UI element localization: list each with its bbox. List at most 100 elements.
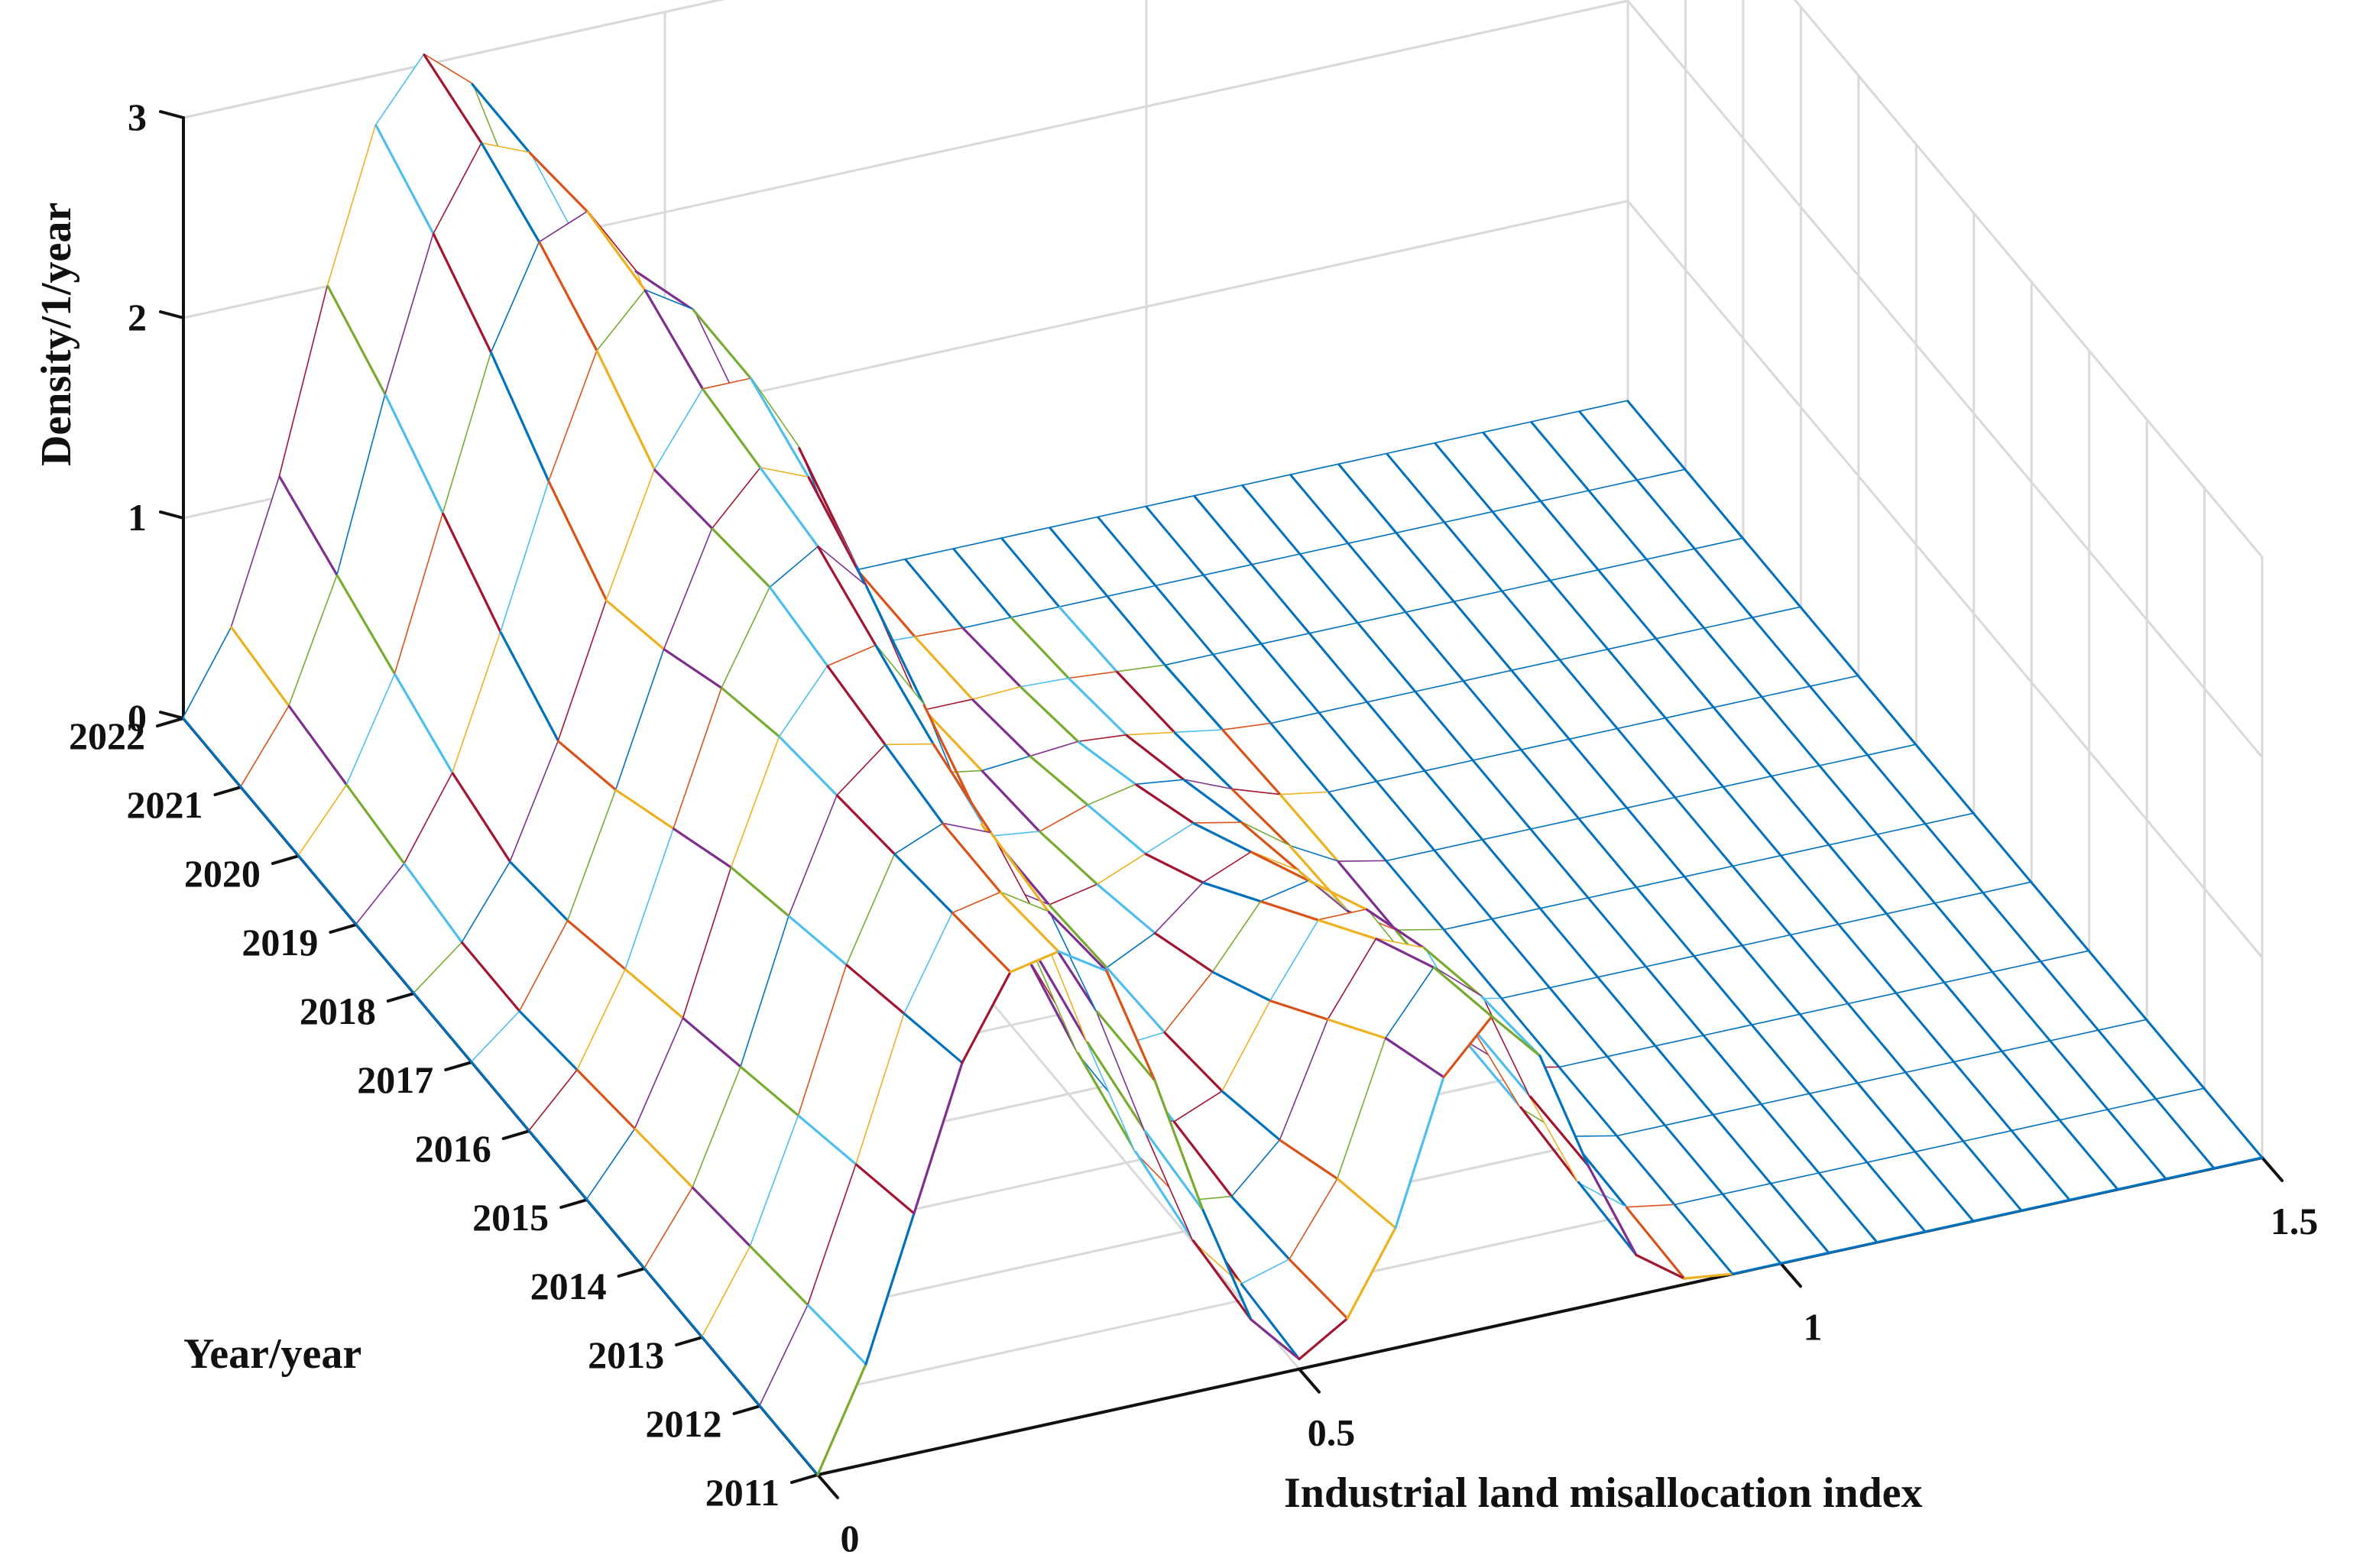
surface-row-line [1201, 1208, 1253, 1321]
surface-mesh-line [1279, 793, 1340, 863]
surface-mesh-line [1414, 691, 1475, 763]
surface-mesh-line [643, 1267, 704, 1339]
surface-mesh-line [278, 475, 339, 578]
surface-row-line [961, 970, 1012, 1064]
surface-row-line [2068, 1187, 2119, 1201]
x-tick-label: 0.5 [1308, 1411, 1356, 1454]
surface-mesh-line [750, 377, 810, 479]
y-tick [732, 1404, 762, 1415]
surface-mesh-line [634, 270, 695, 312]
surface-mesh-line [1135, 783, 1195, 825]
surface-mesh-line [1973, 812, 2033, 884]
surface-mesh-line [1809, 685, 1869, 757]
surface-mesh-line [2049, 1040, 2110, 1112]
surface-mesh-line [981, 769, 1042, 834]
surface-mesh-line [1077, 740, 1138, 786]
surface-mesh-line [585, 1198, 647, 1270]
surface-mesh-line [2155, 1098, 2216, 1170]
surface-mesh-line [1240, 1283, 1301, 1361]
surface-mesh-line [1154, 585, 1215, 656]
surface-row-line [2164, 1167, 2216, 1181]
surface-mesh-line [1914, 1151, 1975, 1223]
surface-mesh-line [1953, 1061, 2014, 1132]
surface-mesh-line [1443, 928, 1503, 1000]
surface-mesh-line [874, 644, 935, 747]
surface-row-line [816, 1362, 867, 1476]
surface-mesh-line [1386, 452, 1446, 524]
surface-mesh-line [595, 350, 656, 471]
surface-mesh-line [1520, 749, 1580, 821]
surface-mesh-line [499, 631, 560, 743]
surface-mesh-line [1424, 770, 1484, 841]
surface-mesh-line [461, 941, 521, 1013]
surface-mesh-line [1384, 1037, 1445, 1079]
surface-mesh-line [1480, 996, 1541, 1058]
surface-mesh-line [1597, 977, 1658, 1048]
surface-mesh-line [230, 626, 291, 708]
surface-mesh-line [2088, 950, 2148, 1022]
surface-mesh-line [547, 481, 608, 602]
surface-mesh-line [1191, 1239, 1253, 1321]
surface-mesh-line [1770, 1183, 1830, 1254]
surface-mesh-line [1143, 1129, 1204, 1212]
surface-mesh-line [1095, 1010, 1156, 1082]
surface-mesh-line [326, 284, 387, 397]
surface-mesh-line [1318, 918, 1378, 941]
surface-mesh-line [490, 352, 550, 484]
surface-mesh-line [442, 512, 502, 634]
surface-mesh-line [471, 83, 532, 154]
surface-mesh-line [605, 599, 666, 651]
surface-mesh-line [1212, 653, 1272, 725]
y-tick-label: 2021 [126, 783, 203, 826]
surface-mesh-line [663, 648, 724, 690]
x-tick [816, 1473, 839, 1499]
surface-row-2011 [759, 891, 2264, 1476]
surface-mesh-line [1847, 1003, 1908, 1074]
surface-mesh-line [1664, 1124, 1725, 1196]
surface-row-line [1490, 1015, 1541, 1058]
surface-mesh-line [1385, 860, 1446, 931]
surface-mesh-line [1462, 1037, 1522, 1109]
surface-mesh-line [634, 1127, 695, 1190]
surface-mesh-line [778, 735, 839, 797]
surface-mesh-line [2107, 1109, 2167, 1181]
surface-mesh-line [1568, 738, 1629, 810]
surface-mesh-line [1259, 900, 1321, 922]
surface-mesh-line [673, 828, 733, 870]
surface-mesh-line [1366, 701, 1427, 773]
surface-mesh-line [854, 1163, 916, 1215]
z-tick [159, 310, 185, 319]
surface-mesh-line [884, 744, 945, 825]
surface-row-line [1105, 969, 1156, 1082]
surface-mesh-line [1770, 776, 1831, 847]
surface-mesh-line [2011, 1129, 2071, 1201]
surface-mesh-line [1241, 484, 1302, 556]
surface-mesh-line [1086, 1041, 1147, 1133]
surface-mesh-line [1116, 670, 1176, 734]
surface-mesh-line [518, 1010, 579, 1072]
y-tick-label: 2015 [472, 1196, 549, 1239]
surface-mesh-line [2145, 1019, 2206, 1090]
surface-mesh-line [2040, 961, 2100, 1032]
x-tick-label: 0 [841, 1517, 860, 1560]
surface-mesh-line [1655, 638, 1716, 709]
surface-mesh-line [865, 585, 926, 707]
surface-mesh-line [759, 1404, 819, 1476]
z-tick-label: 0 [128, 696, 147, 739]
surface-mesh-line [682, 1017, 743, 1069]
surface-mesh-line [470, 1061, 531, 1132]
surface-mesh-line [1500, 997, 1561, 1069]
surface-mesh-line [1395, 532, 1456, 604]
surface-row-line [1153, 1079, 1204, 1212]
surface-mesh-line [1481, 839, 1542, 910]
surface-mesh-line [1432, 966, 1493, 1018]
y-tick-label: 2016 [415, 1127, 491, 1170]
surface-mesh-line [1789, 934, 1850, 1006]
surface-mesh-line [1221, 1090, 1282, 1142]
surface-mesh-line [932, 743, 993, 835]
surface-mesh-line [1289, 845, 1350, 913]
surface-mesh-line [701, 1336, 762, 1408]
surface-mesh-line [1308, 880, 1369, 912]
surface-mesh-line [1357, 622, 1417, 694]
y-tick [329, 923, 358, 934]
